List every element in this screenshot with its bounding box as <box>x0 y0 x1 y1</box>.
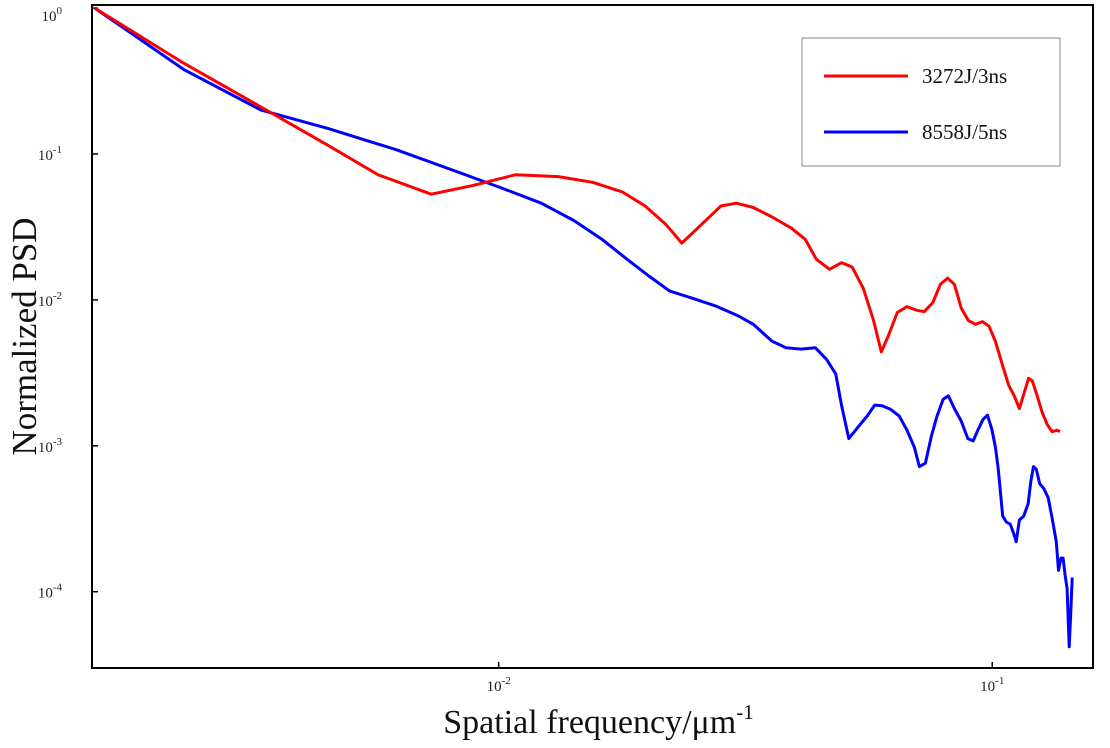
y-axis-ticks: 100 10-1 10-2 10-3 10-4 <box>38 5 98 602</box>
x-axis-title-superscript: -1 <box>736 700 754 724</box>
y-axis-title: Normalized PSD <box>5 217 44 455</box>
x-tick-label: 10-1 <box>980 675 1004 695</box>
y-tick-label: 100 <box>42 5 63 25</box>
y-tick-label: 10-1 <box>38 144 62 164</box>
legend: 3272J/3ns 8558J/5ns <box>801 37 1061 167</box>
series-line-2 <box>93 6 1074 649</box>
y-tick-label: 10-2 <box>38 290 62 310</box>
plot-area-border <box>91 4 1094 669</box>
legend-box <box>801 37 1061 167</box>
legend-label-series-2: 8558J/5ns <box>922 120 1007 144</box>
x-axis-title: Spatial frequency/μm-1 <box>443 700 753 741</box>
y-tick-label: 10-4 <box>38 582 63 602</box>
plot-frame <box>91 4 1094 669</box>
series-line-1 <box>94 6 1061 434</box>
x-axis-title-text: Spatial frequency/μm <box>443 704 736 741</box>
y-tick-label: 10-3 <box>38 436 63 456</box>
x-axis-ticks: 10-2 10-1 <box>487 662 1004 695</box>
x-tick-label: 10-2 <box>487 675 511 695</box>
legend-label-series-1: 3272J/3ns <box>922 64 1007 88</box>
series-layer <box>93 6 1074 649</box>
